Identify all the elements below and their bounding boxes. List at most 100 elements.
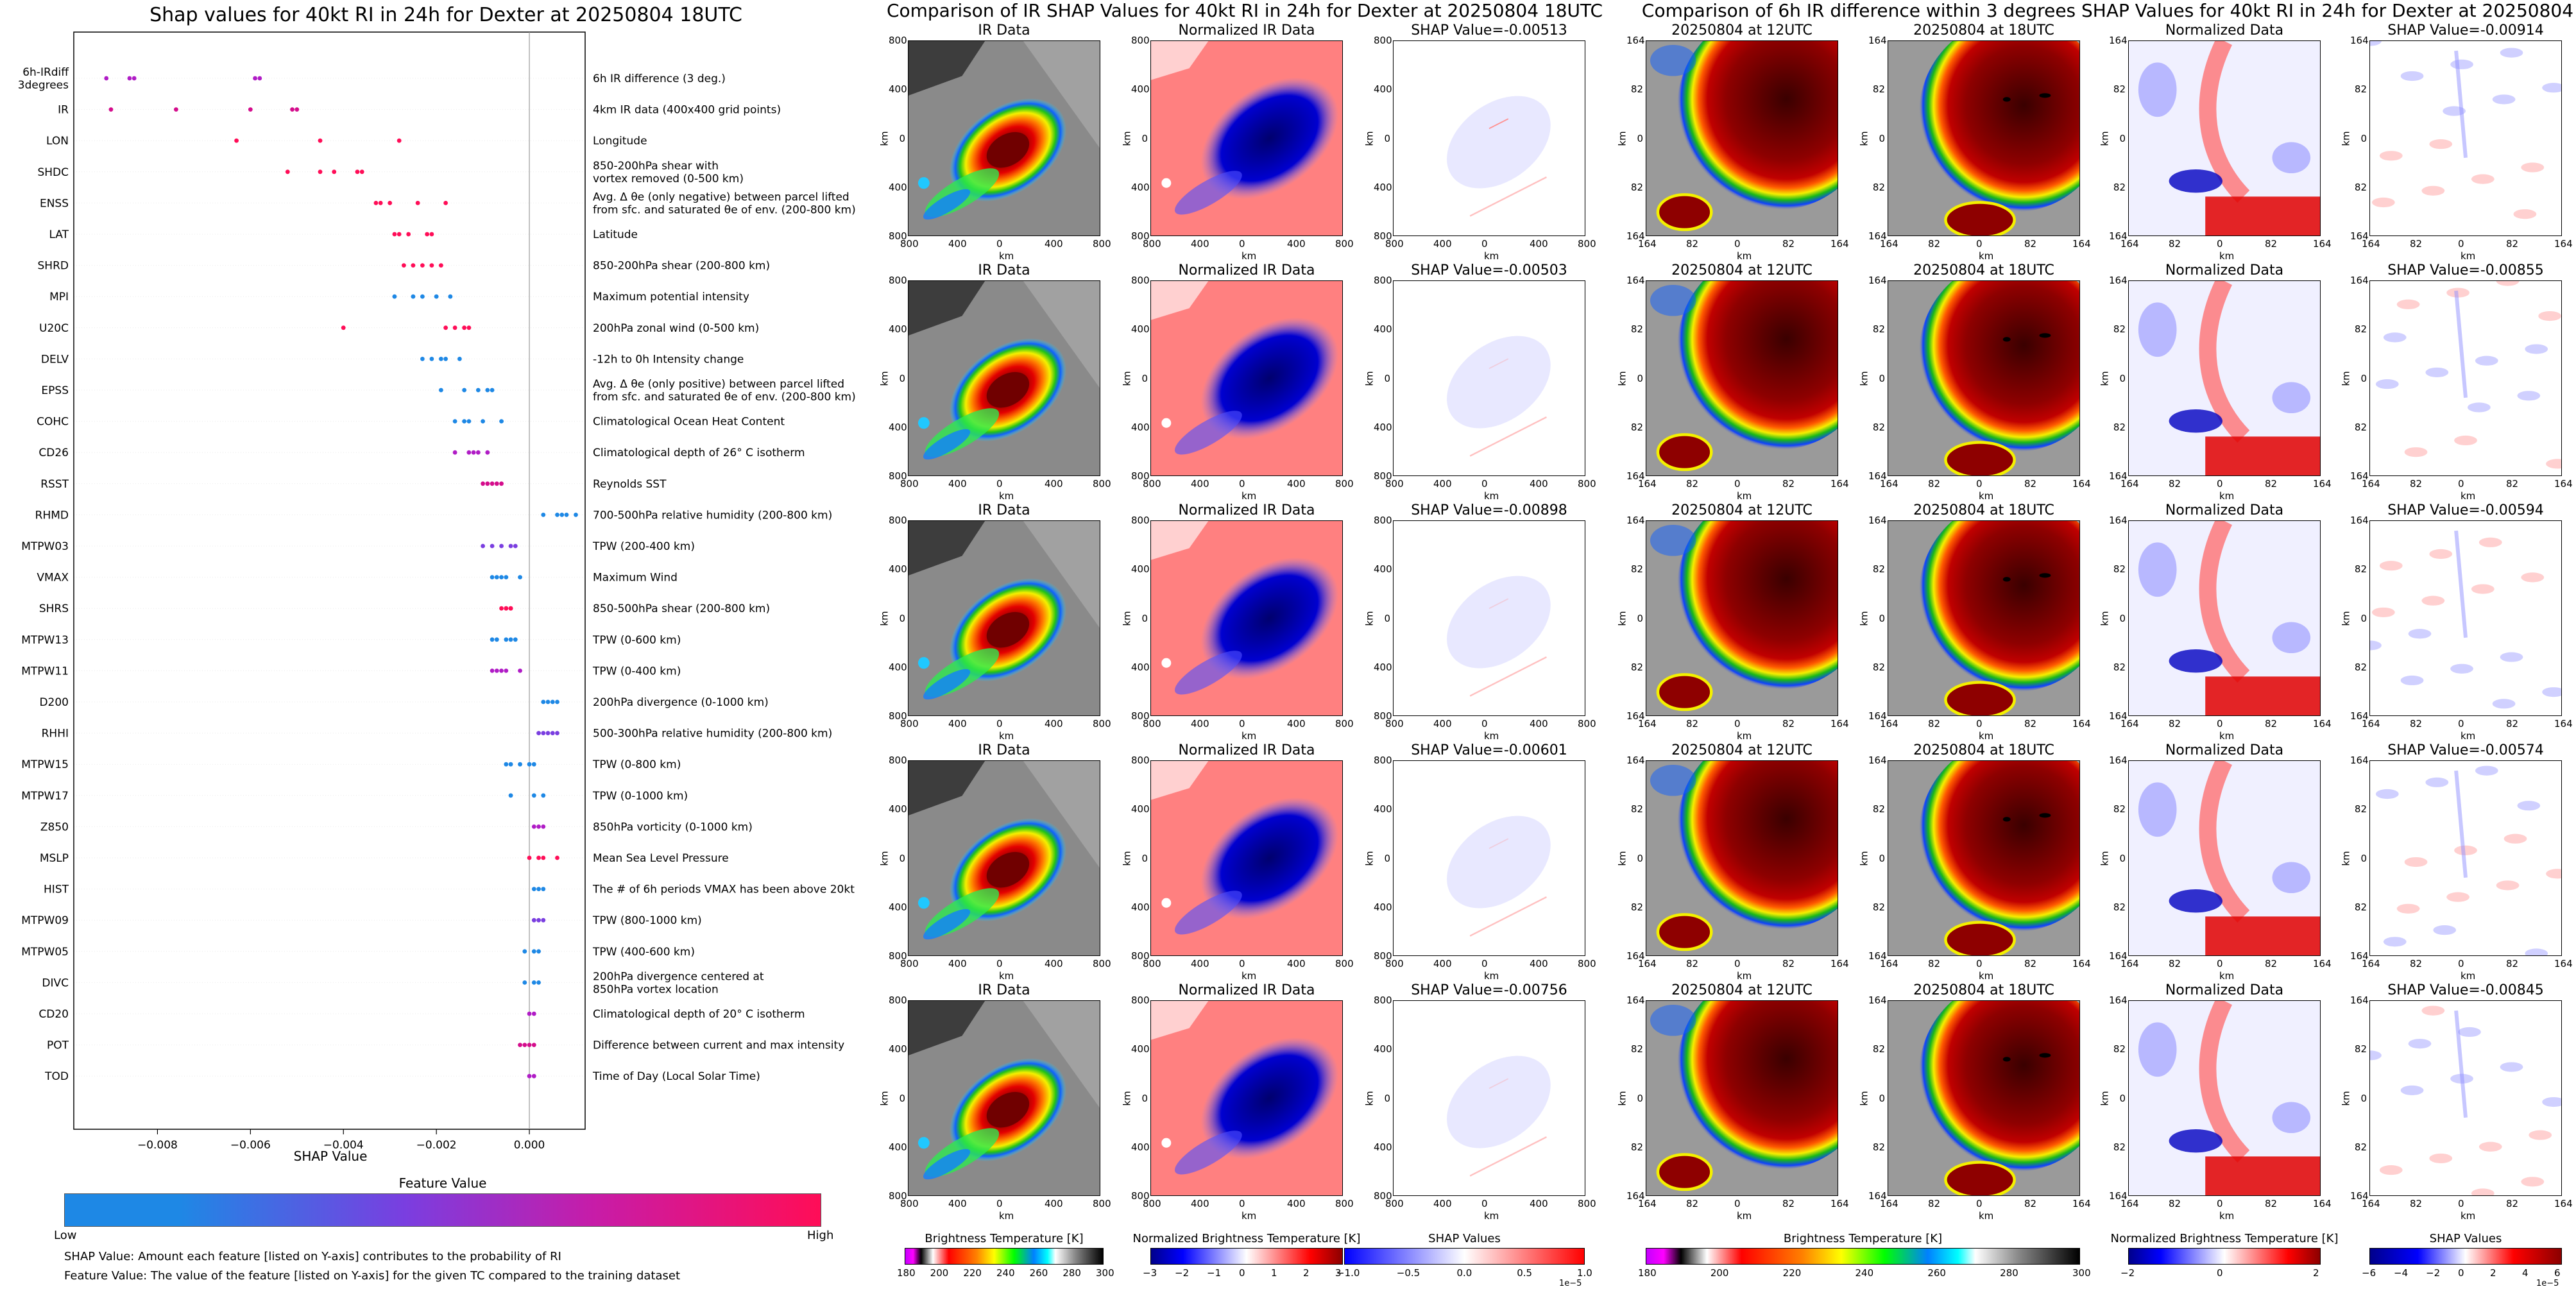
shap-point: [481, 481, 485, 486]
shap-point: [499, 419, 504, 423]
y-axis-label: km: [1616, 1090, 1628, 1106]
shap-point: [438, 263, 443, 268]
colorbar-tick-label: 260: [1029, 1267, 1048, 1279]
shap-point: [443, 201, 448, 205]
feature-value-label: Feature Value: [398, 1175, 487, 1191]
feature-value-colorbar: [64, 1193, 821, 1227]
panel-title: SHAP Value=-0.00898: [1411, 502, 1567, 518]
x-tick-label: 82: [2506, 718, 2519, 730]
x-tick-label: 800: [1578, 718, 1596, 730]
y-tick-label: 164: [1626, 710, 1645, 722]
shap-point: [443, 325, 448, 330]
colorbar-tick-label: 240: [1855, 1267, 1874, 1279]
x-axis-label: km: [1484, 1210, 1499, 1222]
x-axis-label: km: [1241, 1210, 1257, 1222]
y-tick-label: 82: [2113, 563, 2126, 576]
shap-point: [132, 76, 137, 81]
panel-title: 20250804 at 12UTC: [1671, 742, 1813, 758]
panel-title: IR Data: [978, 742, 1030, 758]
x-tick-label: 82: [1782, 478, 1795, 490]
y-tick-label: 82: [2113, 1141, 2126, 1153]
shap-point: [466, 325, 472, 330]
y-axis-label: km: [1363, 370, 1376, 386]
colorbar-tick-label: 3: [1335, 1267, 1342, 1279]
x-axis-label: km: [1979, 970, 1994, 982]
image-panel: [908, 280, 1100, 476]
y-tick-label: 800: [1131, 710, 1150, 722]
x-tick-label: 82: [1928, 478, 1941, 490]
shap-point: [466, 450, 472, 455]
y-tick-label: 0: [1637, 372, 1643, 384]
x-tick-label: 400: [1530, 718, 1548, 730]
y-tick-label: 800: [1374, 994, 1392, 1006]
x-tick-label: 400: [1045, 238, 1063, 250]
image-panel: [908, 520, 1100, 716]
x-tick-label: 82: [2265, 238, 2278, 250]
y-tick-label: 0: [2119, 132, 2126, 144]
y-axis-label: km: [2340, 1090, 2352, 1106]
y-tick-label: 164: [2109, 470, 2128, 482]
shap-point: [504, 762, 509, 767]
x-tick-label: 82: [2024, 1198, 2037, 1209]
x-axis-label: km: [1737, 730, 1752, 742]
y-tick-label: 82: [2354, 1141, 2367, 1153]
x-tick-label: 400: [1191, 238, 1209, 250]
y-tick-label: 800: [1131, 1190, 1150, 1202]
y-tick-label: 400: [889, 563, 907, 576]
x-tick-label: 82: [2410, 478, 2423, 490]
feature-tick-label: MTPW05: [21, 946, 69, 959]
x-tick-label: 0: [2217, 238, 2223, 250]
x-tick-label: 164: [1880, 958, 1898, 969]
shap-point: [397, 232, 402, 237]
shap-point: [559, 513, 565, 517]
y-tick-label: 82: [2354, 181, 2367, 193]
panel-title: IR Data: [978, 262, 1030, 278]
panel-title: SHAP Value=-0.00594: [2387, 502, 2544, 518]
shap-point: [508, 637, 513, 642]
y-tick-label: 164: [1626, 275, 1645, 286]
shap-point: [555, 699, 559, 704]
shap-point: [434, 294, 439, 299]
shap-point: [508, 793, 513, 798]
feature-tick-label: MTPW15: [21, 758, 69, 771]
colorbar: [2128, 1248, 2321, 1265]
feature-description: TPW (800-1000 km): [592, 914, 702, 927]
x-axis-label: km: [2219, 730, 2235, 742]
colorbar-label: Normalized Brightness Temperature [K]: [2110, 1232, 2339, 1245]
feature-description: 850-500hPa shear (200-800 km): [593, 602, 770, 615]
x-tick-label: 800: [1578, 958, 1596, 969]
image-panel: [1393, 760, 1585, 956]
panel-title: IR Data: [978, 22, 1030, 38]
shap-point: [411, 294, 416, 299]
image-panel: [2369, 520, 2562, 716]
image-panel: [2128, 280, 2321, 476]
y-tick-label: 82: [1872, 181, 1885, 193]
colorbar-tick-label: −6: [2362, 1267, 2376, 1279]
shap-point: [318, 138, 323, 143]
y-tick-label: 400: [1131, 421, 1150, 433]
y-axis-label: km: [1363, 1090, 1376, 1106]
y-tick-label: 400: [1131, 83, 1150, 96]
y-tick-label: 800: [889, 230, 907, 242]
y-tick-label: 0: [1141, 1092, 1148, 1104]
shap-point: [452, 325, 457, 330]
panel-title: 20250804 at 12UTC: [1671, 22, 1813, 38]
y-tick-label: 400: [1374, 323, 1392, 336]
y-tick-label: 164: [1626, 994, 1645, 1006]
feature-description: 200hPa zonal wind (0-500 km): [593, 322, 759, 335]
x-tick-label: 82: [1686, 1198, 1699, 1209]
y-axis-label: km: [1121, 850, 1133, 866]
x-tick-label: 82: [1686, 478, 1699, 490]
x-tick-label: 82: [2169, 718, 2181, 730]
shap-point: [518, 1043, 522, 1047]
y-tick-label: 400: [889, 181, 907, 193]
image-panel: [2128, 1000, 2321, 1196]
x-tick-label: 82: [2024, 958, 2037, 969]
y-tick-label: 164: [1868, 470, 1887, 482]
y-tick-label: 164: [1868, 710, 1887, 722]
y-axis-label: km: [2099, 370, 2111, 386]
x-tick-label: 800: [1093, 238, 1111, 250]
x-tick-label: 800: [1335, 238, 1354, 250]
y-tick-label: 800: [889, 275, 907, 286]
